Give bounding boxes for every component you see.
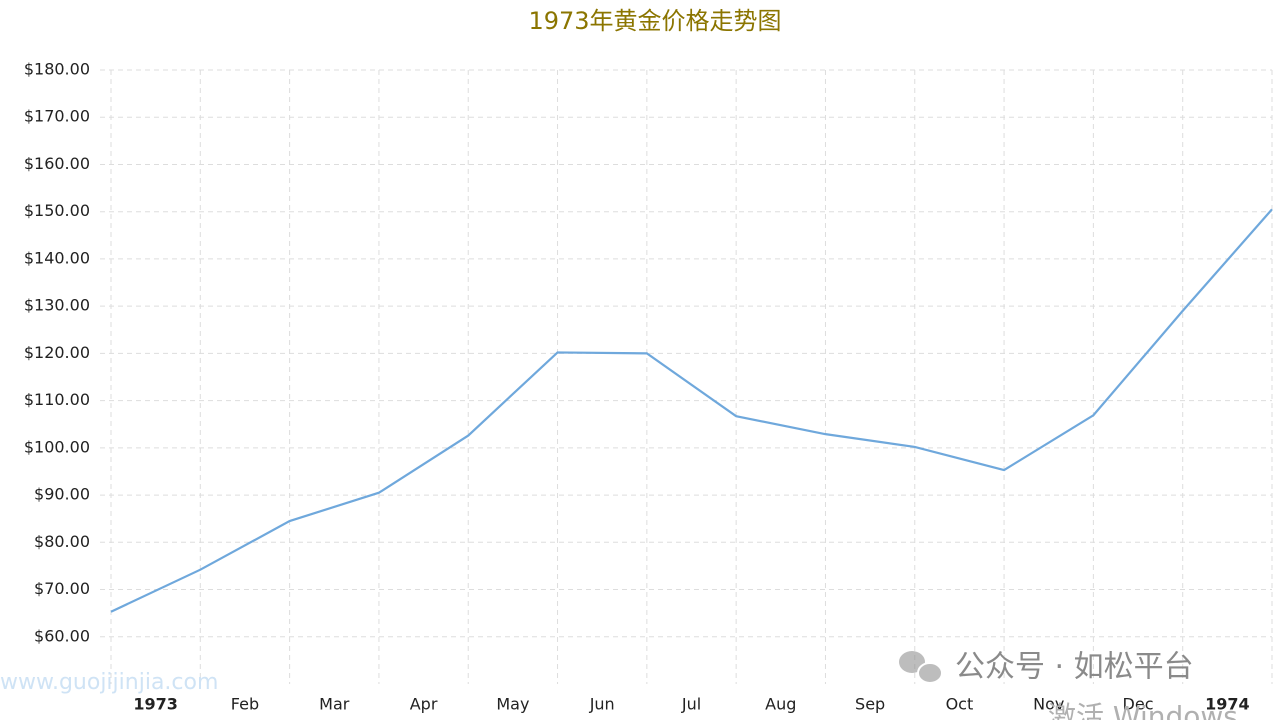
x-tick-label: Oct — [946, 695, 974, 714]
price-line — [110, 208, 1273, 613]
y-tick-label: $180.00 — [24, 60, 90, 79]
x-tick-label: Nov — [1033, 695, 1064, 714]
y-tick-label: $80.00 — [34, 532, 90, 551]
y-tick-label: $100.00 — [24, 437, 90, 456]
y-tick-label: $130.00 — [24, 296, 90, 315]
x-tick-label: May — [496, 695, 529, 714]
x-tick-label: Feb — [231, 695, 259, 714]
x-tick-label: Sep — [855, 695, 885, 714]
x-tick-label: Jul — [681, 695, 701, 714]
y-tick-label: $120.00 — [24, 343, 90, 362]
x-tick-label: Dec — [1123, 695, 1154, 714]
y-tick-label: $170.00 — [24, 107, 90, 126]
x-tick-label: Aug — [765, 695, 796, 714]
y-tick-label: $110.00 — [24, 390, 90, 409]
x-tick-label: Apr — [410, 695, 438, 714]
x-tick-label: Mar — [319, 695, 350, 714]
plot: $60.00 $70.00 $80.00 $90.00 $100.00 $110.00 $1… — [24, 60, 1273, 714]
chart-title: 1973年黄金价格走势图 — [528, 7, 781, 35]
y-tick-label: $60.00 — [34, 626, 90, 645]
y-tick-label: $70.00 — [34, 579, 90, 598]
x-tick-label: 1973 — [133, 695, 178, 714]
x-tick-label: 1974 — [1205, 695, 1250, 714]
y-tick-label: $90.00 — [34, 485, 90, 504]
x-tick-label: Jun — [589, 695, 615, 714]
y-tick-label: $140.00 — [24, 248, 90, 267]
windows-watermark: 激活 Windows — [1048, 700, 1238, 720]
account-watermark: 公众号 · 如松平台 — [955, 650, 1194, 685]
y-tick-label: $150.00 — [24, 201, 90, 220]
site-watermark: www.guojijinjia.com — [0, 670, 218, 695]
wechat-icon — [899, 651, 943, 684]
y-tick-label: $160.00 — [24, 154, 90, 173]
